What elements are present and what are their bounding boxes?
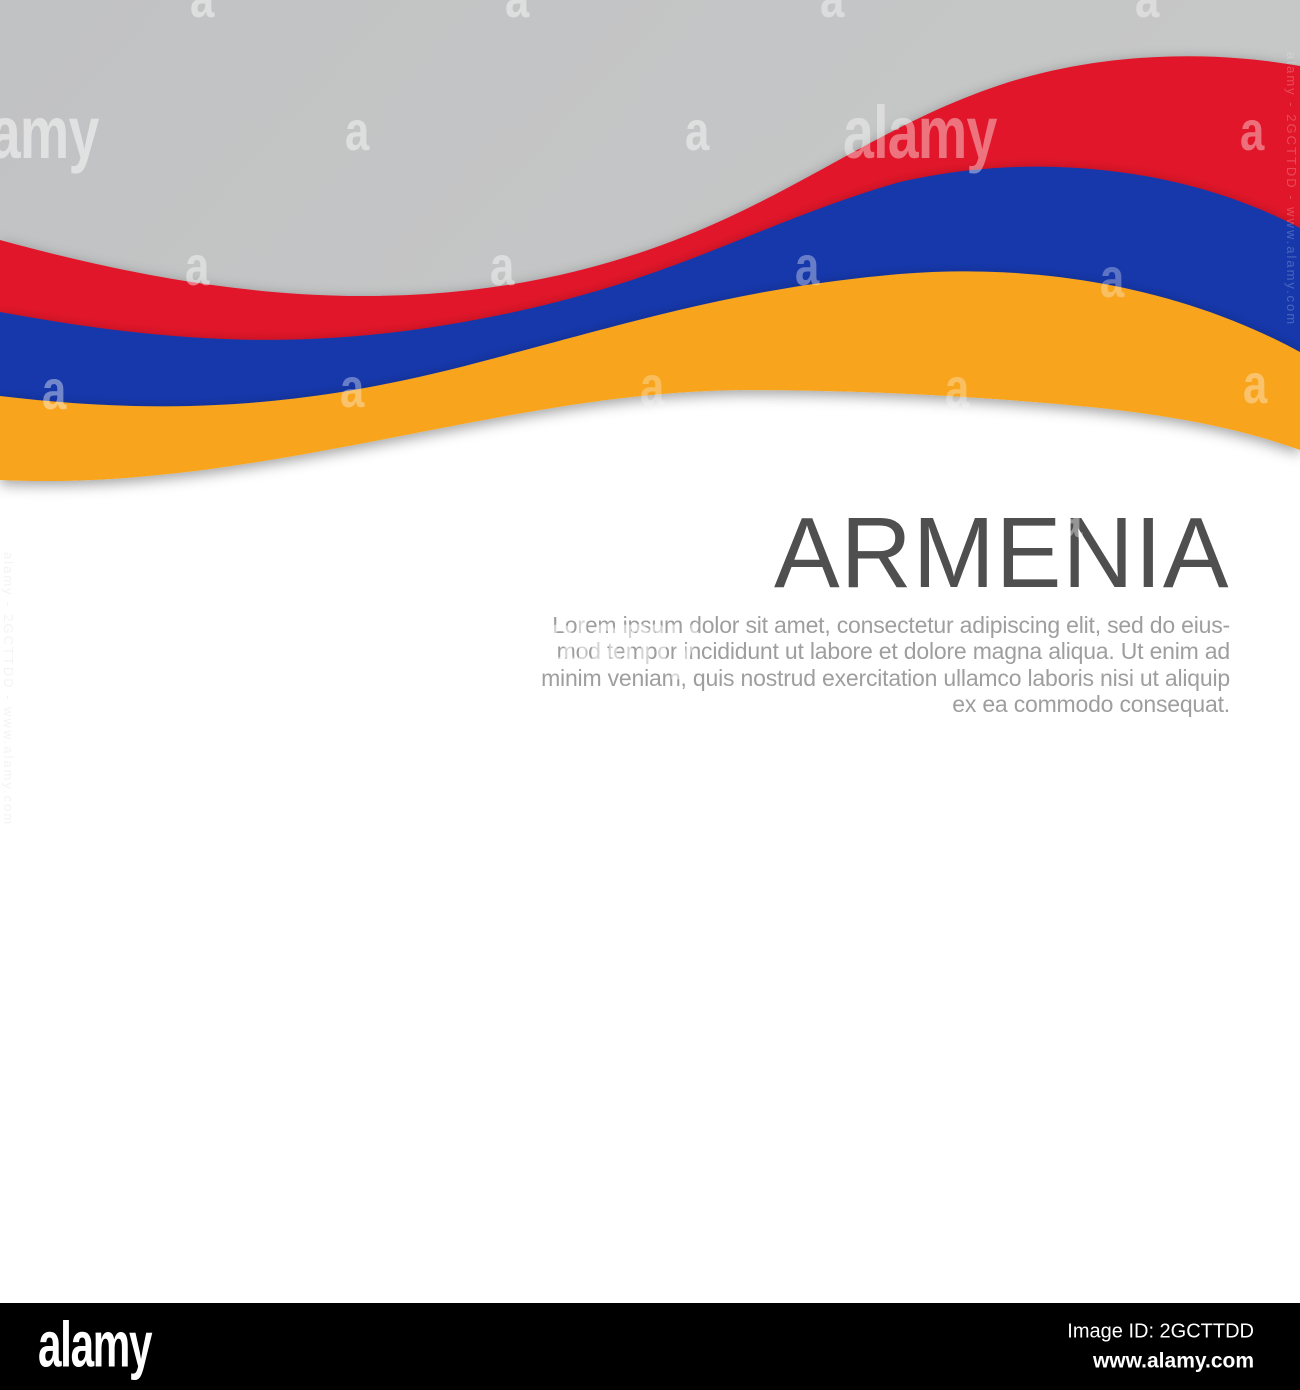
footer-bar: alamy Image ID: 2GCTTDD www.alamy.com: [0, 1303, 1300, 1390]
edge-watermark-left: alamy - 2GCTTDD - www.alamy.com: [1, 552, 16, 827]
website-url: www.alamy.com: [1092, 1349, 1254, 1372]
alamy-logo: alamy: [38, 1307, 152, 1380]
image-id: Image ID: 2GCTTDD: [1067, 1320, 1254, 1342]
white-sheet: [0, 380, 1300, 1390]
body-text: Lorem ipsum dolor sit amet, consectetur …: [541, 612, 1230, 718]
page-title: ARMENIA: [774, 497, 1230, 609]
image-id-block: Image ID: 2GCTTDD www.alamy.com: [1067, 1320, 1254, 1373]
orange-wave: [0, 271, 1300, 482]
edge-watermark-right: alamy - 2GCTTDD - www.alamy.com: [1284, 52, 1299, 327]
